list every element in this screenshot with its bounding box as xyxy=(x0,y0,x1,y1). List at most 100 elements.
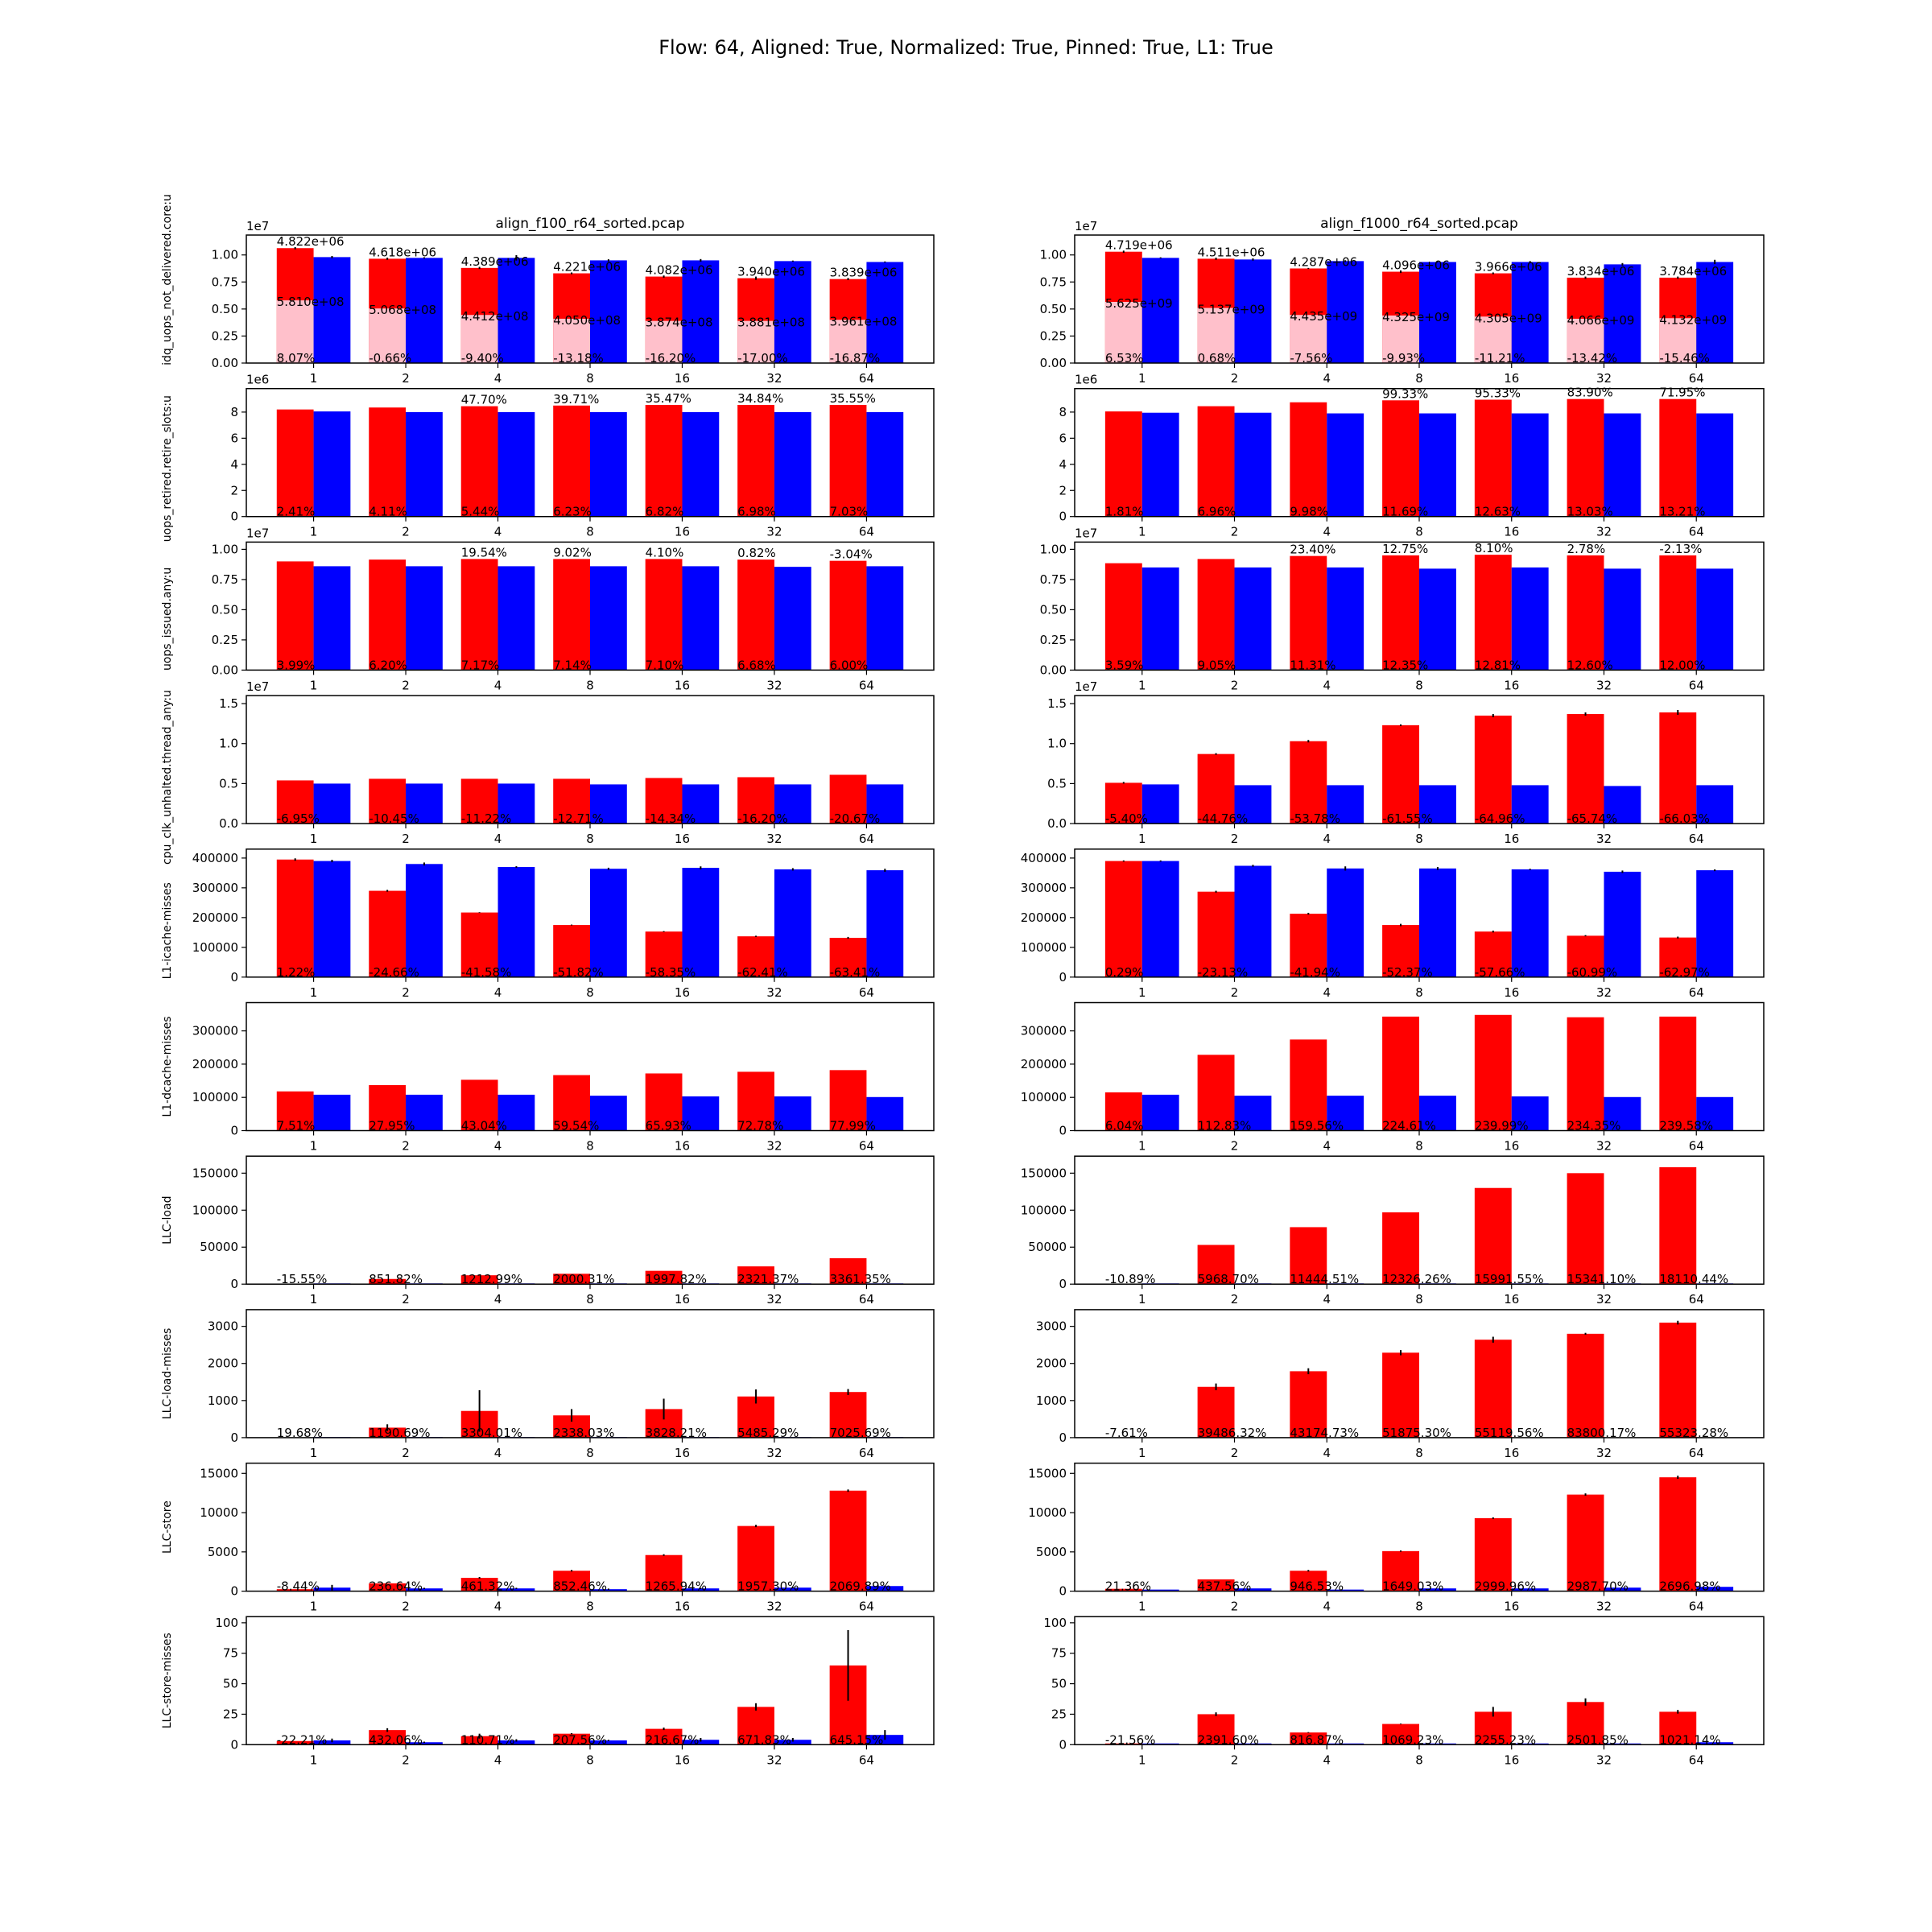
percent-label: 234.35% xyxy=(1567,1119,1621,1133)
y-tick-label: 1.0 xyxy=(1047,737,1067,751)
bar-red xyxy=(829,560,867,671)
x-tick-label: 64 xyxy=(859,1139,874,1154)
x-tick-label: 32 xyxy=(1596,985,1612,1000)
x-tick-label: 8 xyxy=(1415,371,1423,386)
y-axis-label: idq_uops_not_delivered.core:u xyxy=(161,194,174,365)
bar-red xyxy=(1197,753,1235,824)
bar-red xyxy=(276,1740,314,1745)
bar-blue xyxy=(1327,1743,1364,1745)
bar-blue xyxy=(682,411,720,517)
bar-blue xyxy=(590,1096,627,1131)
x-tick-label: 32 xyxy=(766,1446,782,1460)
percent-label: 27.95% xyxy=(369,1119,415,1133)
value-label-top: 23.40% xyxy=(1290,543,1335,557)
percent-label: -16.87% xyxy=(830,351,881,365)
bar-blue xyxy=(1604,871,1641,977)
axes-frame xyxy=(246,695,935,824)
bar-red xyxy=(1659,1323,1697,1438)
percent-label: 2696.98% xyxy=(1659,1579,1720,1594)
x-tick-label: 8 xyxy=(586,1139,594,1154)
bar-red xyxy=(1104,411,1142,517)
x-tick-label: 32 xyxy=(766,1752,782,1767)
bar-pink xyxy=(645,320,683,363)
y-axis-label: LLC-load-misses xyxy=(161,1328,174,1419)
bar-red xyxy=(1382,1550,1419,1591)
value-label-top: 12.75% xyxy=(1382,542,1428,556)
bar-blue xyxy=(406,864,443,977)
value-label-mid: 4.412e+08 xyxy=(461,309,529,324)
bar-red xyxy=(276,780,314,824)
percent-label: -7.56% xyxy=(1290,351,1332,365)
bar-red xyxy=(553,925,590,977)
y-tick-label: 0.50 xyxy=(212,602,238,617)
value-label-top: 4.719e+06 xyxy=(1105,238,1173,253)
x-tick-label: 2 xyxy=(1231,985,1239,1000)
percent-label: -24.66% xyxy=(369,965,419,980)
axes-frame xyxy=(1074,387,1765,518)
percent-label: 12.60% xyxy=(1567,658,1613,672)
y-axis-label: cpu_clk_unhalted.thread_any:u xyxy=(161,690,174,865)
bar-red xyxy=(1197,1055,1235,1131)
y-tick-label: 0.75 xyxy=(212,275,238,289)
percent-label: 43.04% xyxy=(461,1119,507,1133)
axes-frame xyxy=(246,1616,935,1746)
bar-red xyxy=(1474,931,1512,977)
axes-frame xyxy=(1074,1309,1765,1439)
bar-red xyxy=(1474,1517,1512,1591)
percent-label: 4.11% xyxy=(369,505,407,519)
bar-red xyxy=(1382,724,1419,824)
bar-red xyxy=(645,1728,683,1745)
percent-label: 437.56% xyxy=(1198,1579,1252,1594)
percent-label: 6.98% xyxy=(737,505,776,519)
value-label-top: 8.10% xyxy=(1475,541,1513,555)
x-tick-label: 8 xyxy=(1415,678,1423,692)
bar-blue xyxy=(406,1094,443,1131)
bar-red xyxy=(1567,1702,1604,1745)
percent-label: 2987.70% xyxy=(1567,1579,1629,1594)
bar-red xyxy=(276,859,314,977)
bar-blue xyxy=(1327,1589,1364,1591)
percent-label: 9.05% xyxy=(1198,658,1236,672)
bar-blue xyxy=(774,1096,811,1131)
subplot-5-0: 7.51% 1 27.95% 2 43.04% 4 59.54% 8 65.93% 16 72.78… xyxy=(161,1001,935,1154)
x-tick-label: 64 xyxy=(859,525,874,539)
value-label-top: 39.71% xyxy=(553,392,599,407)
axes-frame xyxy=(246,848,935,978)
bar-red xyxy=(1290,914,1327,977)
bar-blue xyxy=(1141,1094,1179,1131)
percent-label: -66.03% xyxy=(1659,811,1710,826)
value-label-mid: 4.435e+09 xyxy=(1290,309,1357,324)
axes-frame xyxy=(1074,848,1765,978)
percent-label: -0.66% xyxy=(369,351,411,365)
bar-blue xyxy=(774,261,811,363)
x-tick-label: 1 xyxy=(1138,1752,1146,1767)
percent-label: 2000.31% xyxy=(553,1272,614,1286)
x-tick-label: 1 xyxy=(1138,1446,1146,1460)
y-tick-label: 1.00 xyxy=(1040,248,1067,262)
x-tick-label: 16 xyxy=(675,832,690,846)
bar-blue xyxy=(1604,413,1641,517)
subplot-7-0: 19.68% 1 1190.69% 2 3304.01% 4 2338.03% 8 3828.2… xyxy=(161,1309,935,1460)
x-tick-label: 8 xyxy=(1415,1446,1423,1460)
x-tick-label: 2 xyxy=(1231,1292,1239,1307)
bar-red xyxy=(1104,1092,1142,1131)
x-tick-label: 32 xyxy=(766,1139,782,1154)
x-tick-label: 16 xyxy=(675,678,690,692)
percent-label: 0.29% xyxy=(1105,965,1144,980)
bar-red xyxy=(1104,861,1142,977)
bar-blue xyxy=(866,411,904,517)
bar-blue xyxy=(1696,1742,1734,1745)
x-tick-label: 64 xyxy=(1689,1292,1704,1307)
bar-red xyxy=(645,931,683,977)
bar-red xyxy=(645,778,683,824)
x-tick-label: 2 xyxy=(1231,371,1239,386)
value-label-top: 4.287e+06 xyxy=(1290,254,1357,269)
bar-blue xyxy=(682,868,720,977)
value-label-mid: 3.961e+08 xyxy=(830,314,898,328)
y-tick-label: 0 xyxy=(1059,1584,1067,1599)
percent-label: 159.56% xyxy=(1290,1119,1344,1133)
value-label-top: 83.90% xyxy=(1567,386,1613,400)
x-tick-label: 1 xyxy=(310,678,318,692)
bar-red xyxy=(829,774,867,824)
y-tick-label: 50000 xyxy=(200,1240,238,1254)
